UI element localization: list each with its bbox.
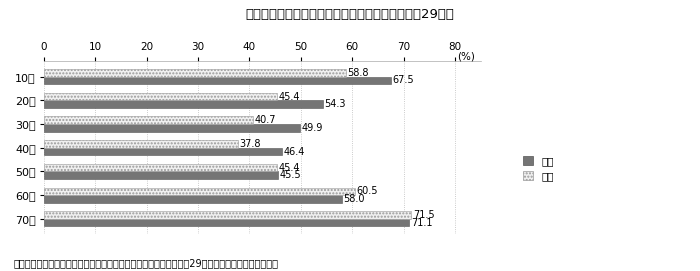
- Bar: [44, 219, 410, 227]
- Text: 67.5: 67.5: [392, 75, 414, 85]
- Bar: [44, 93, 277, 100]
- Text: 45.4: 45.4: [279, 92, 300, 102]
- Bar: [44, 69, 346, 77]
- Text: 58.8: 58.8: [348, 68, 369, 78]
- Text: 46.4: 46.4: [284, 147, 305, 157]
- Text: 60.5: 60.5: [356, 186, 378, 196]
- Bar: [44, 124, 300, 132]
- Bar: [44, 140, 238, 148]
- Bar: [44, 195, 342, 203]
- Text: 54.3: 54.3: [325, 99, 346, 109]
- Bar: [44, 164, 277, 172]
- Bar: [44, 100, 323, 108]
- Legend: 男性, 女性: 男性, 女性: [523, 156, 554, 181]
- Bar: [44, 77, 391, 84]
- Text: 出典：スポーツ庁「スポーツの実施状況等に関する世論調査」（平29年度）を基に日本総研作成。: 出典：スポーツ庁「スポーツの実施状況等に関する世論調査」（平29年度）を基に日本…: [14, 258, 279, 268]
- Text: 37.8: 37.8: [239, 139, 261, 149]
- Text: 45.5: 45.5: [279, 170, 301, 180]
- Text: 49.9: 49.9: [302, 123, 323, 133]
- Text: 58.0: 58.0: [344, 194, 365, 204]
- Bar: [44, 117, 253, 124]
- Text: 71.1: 71.1: [411, 218, 432, 228]
- Bar: [44, 188, 355, 195]
- Bar: [44, 172, 278, 179]
- Bar: [44, 211, 411, 219]
- Text: 45.4: 45.4: [279, 163, 300, 173]
- Text: 71.5: 71.5: [413, 210, 435, 220]
- Text: 40.7: 40.7: [255, 115, 276, 125]
- Text: 図表１　日本人の性年代別スポーツ実施率（平成29年）: 図表１ 日本人の性年代別スポーツ実施率（平成29年）: [246, 8, 454, 21]
- Text: (%): (%): [458, 51, 475, 62]
- Bar: [44, 148, 282, 155]
